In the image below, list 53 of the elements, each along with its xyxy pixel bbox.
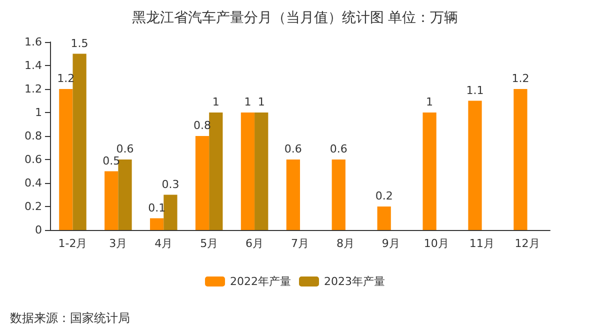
- y-tick-label: 1.2: [24, 82, 42, 96]
- y-tick-label: 1: [35, 106, 42, 119]
- data-label: 1: [244, 96, 252, 108]
- x-tick-label: 10月: [424, 237, 449, 250]
- bar: [286, 160, 300, 230]
- bar: [332, 160, 346, 230]
- x-tick-label: 12月: [514, 237, 540, 250]
- x-tick-label: 1-2月: [58, 237, 88, 250]
- bar: [422, 112, 436, 230]
- data-label: 1.2: [512, 72, 530, 85]
- data-label: 1: [212, 96, 220, 108]
- source-note: 数据来源：国家统计局: [10, 311, 130, 325]
- bar: [514, 89, 528, 230]
- bar: [254, 112, 268, 230]
- x-tick-label: 9月: [382, 237, 400, 250]
- bar: [377, 206, 391, 230]
- data-label: 1.1: [466, 84, 484, 97]
- bar: [72, 54, 86, 230]
- bar: [468, 100, 482, 230]
- x-tick-label: 11月: [469, 237, 494, 250]
- y-tick-label: 0.6: [24, 153, 42, 166]
- bar: [150, 218, 164, 230]
- legend-label: 2023年产量: [324, 275, 385, 288]
- data-label: 1: [426, 96, 434, 108]
- legend-label: 2022年产量: [230, 275, 292, 288]
- bar: [164, 194, 178, 230]
- data-label: 1.5: [70, 36, 88, 50]
- bar: [209, 112, 223, 230]
- data-label: 0.3: [162, 178, 180, 191]
- y-tick-label: 0.2: [24, 200, 42, 213]
- data-label: 0.6: [330, 142, 348, 156]
- x-tick-label: 5月: [200, 237, 218, 250]
- data-label: 0.2: [375, 190, 393, 202]
- bar: [118, 160, 132, 230]
- x-tick-label: 4月: [154, 237, 173, 250]
- chart-title: 黑龙江省汽车产量分月（当月值）统计图 单位：万辆: [132, 10, 458, 26]
- y-tick-label: 1.6: [24, 36, 42, 48]
- y-tick-label: 0.4: [24, 176, 42, 190]
- x-tick-label: 7月: [291, 237, 309, 250]
- y-tick-label: 1.4: [24, 59, 42, 72]
- y-tick-label: 0.8: [24, 130, 42, 142]
- x-tick-label: 8月: [336, 237, 354, 250]
- x-tick-label: 3月: [109, 237, 128, 250]
- data-label: 0.6: [284, 142, 302, 156]
- y-tick-label: 0: [35, 224, 42, 236]
- data-label: 1: [258, 96, 265, 108]
- bar: [104, 171, 118, 230]
- data-label: 0.5: [102, 154, 120, 168]
- bar: [195, 136, 210, 230]
- x-tick-label: 6月: [246, 237, 264, 250]
- bar: [240, 112, 255, 230]
- bar: [59, 89, 73, 230]
- data-label: 0.6: [116, 142, 134, 156]
